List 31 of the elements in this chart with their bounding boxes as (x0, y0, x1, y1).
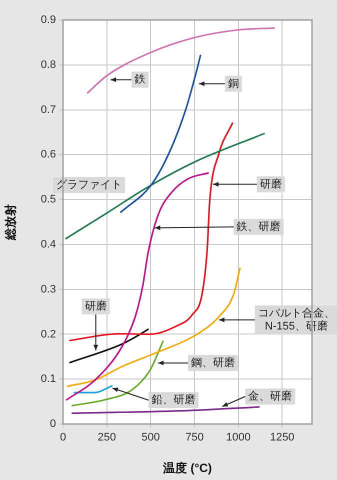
y-tick-label: 0.6 (40, 148, 56, 161)
annotation: 銅 (228, 78, 239, 90)
x-tick-label: 500 (141, 432, 160, 444)
y-tick-label: 0 (50, 418, 56, 430)
annotation: 研磨 (260, 177, 282, 190)
y-tick-label: 0.1 (40, 373, 56, 386)
x-tick-label: 750 (185, 432, 204, 444)
x-tick-label: 250 (98, 432, 116, 444)
y-tick-label: 0.2 (40, 328, 56, 340)
y-tick-label: 0.8 (40, 58, 56, 71)
y-axis-title: 総放射 (4, 204, 18, 241)
annotation: 鉄、研磨 (236, 220, 281, 233)
line-series (120, 54, 202, 213)
y-tick-label: 0.7 (40, 104, 56, 116)
y-tick-label: 0.3 (40, 283, 56, 296)
x-tick-label: 1000 (226, 432, 251, 444)
y-tick-label: 0.9 (40, 14, 56, 26)
y-tick-label: 0.5 (40, 194, 56, 206)
line-series (71, 340, 164, 406)
annotation: 鋼、研磨 (191, 356, 236, 369)
annotation: 研磨 (84, 299, 107, 312)
y-tick-label: 0.4 (40, 238, 56, 250)
annotation: 鉛、研磨 (151, 393, 196, 406)
annotation: 鉄 (134, 74, 146, 86)
annotation: 金、研磨 (248, 390, 292, 403)
x-axis-title: 温度 (°C) (162, 461, 212, 476)
line-series (86, 27, 275, 94)
x-tick-label: 0 (60, 432, 66, 444)
x-tick-label: 1250 (270, 432, 294, 444)
line-series (69, 328, 149, 364)
line-series (66, 267, 241, 388)
